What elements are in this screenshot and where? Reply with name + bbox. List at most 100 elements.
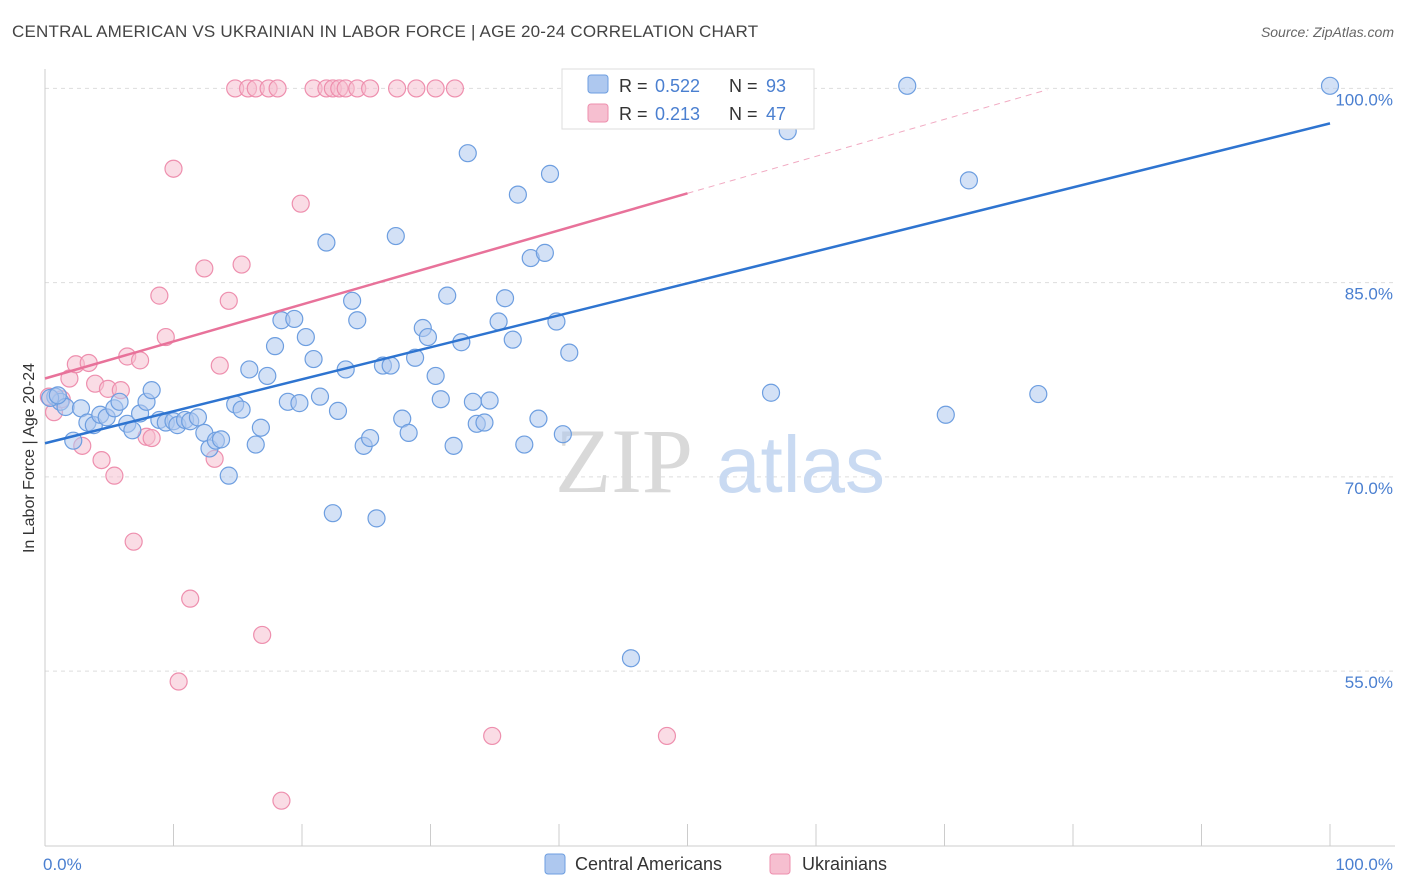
ukrainians-point-47	[657, 726, 677, 746]
stats-n-value-2: 47	[766, 104, 786, 124]
x-tick-label-100: 100.0%	[1335, 855, 1393, 874]
ukrainians-point-43	[407, 79, 426, 98]
central-americans-point-79	[553, 425, 572, 444]
central-americans-point-87	[936, 405, 955, 424]
central-americans-point-62	[444, 436, 463, 455]
y-tick-labels: 55.0% 70.0% 85.0% 100.0%	[1335, 90, 1393, 692]
central-americans-point-67	[475, 413, 494, 432]
ukrainians-point-22	[195, 259, 214, 278]
stats-swatch-ukrainians	[587, 103, 609, 123]
stats-n-label-1: N =	[729, 76, 758, 96]
central-americans-point-27	[219, 466, 238, 485]
ukrainians-point-30	[253, 625, 272, 645]
central-americans-point-60	[431, 390, 450, 409]
ukrainians-point-45	[445, 79, 465, 98]
central-americans-point-26	[211, 430, 231, 449]
central-americans-point-81	[621, 649, 641, 668]
ukrainians-point-27	[232, 255, 251, 274]
central-americans-point-41	[310, 387, 330, 406]
legend-label-ukrainians: Ukrainians	[802, 854, 887, 874]
ukrainians-point-44	[426, 79, 445, 98]
central-americans-point-75	[529, 409, 548, 428]
ukrainians-point-13	[124, 532, 143, 551]
central-americans-point-12	[123, 421, 142, 440]
central-americans-point-90	[1320, 76, 1340, 95]
y-tick-label-55: 55.0%	[1345, 673, 1393, 692]
ukrainians-point-34	[291, 194, 310, 213]
ukrainians-point-32	[268, 79, 287, 98]
stats-r-label-1: R =	[619, 76, 648, 96]
central-americans-point-10	[110, 392, 129, 411]
central-americans-point-37	[285, 309, 304, 329]
central-americans-point-84	[761, 383, 781, 402]
central-americans-point-38	[290, 394, 309, 413]
stats-swatch-central-americans	[587, 74, 609, 94]
ukrainians-point-24	[210, 356, 229, 375]
central-americans-point-29	[232, 400, 251, 419]
central-americans-point-49	[361, 428, 380, 448]
central-americans-point-92	[48, 386, 67, 405]
watermark-atlas: atlas	[716, 420, 885, 509]
central-americans-point-56	[405, 348, 425, 367]
y-tick-label-85: 85.0%	[1345, 285, 1393, 304]
central-americans-point-40	[304, 349, 323, 369]
central-americans-point-47	[348, 311, 367, 330]
central-americans-point-59	[426, 366, 445, 386]
axes	[44, 69, 1395, 847]
ukrainians-point-25	[219, 291, 238, 310]
central-americans-point-73	[515, 435, 534, 454]
central-americans-point-58	[418, 327, 438, 347]
ukrainians-point-21	[181, 589, 200, 608]
legend-swatch-ukrainians	[769, 853, 791, 875]
chart-title: CENTRAL AMERICAN VS UKRAINIAN IN LABOR F…	[12, 22, 759, 41]
trend-lines	[44, 89, 1331, 445]
central-americans-point-43	[323, 504, 342, 523]
stats-box: R = 0.522 N = 93 R = 0.213 N = 47	[561, 68, 815, 130]
ukrainians-point-14	[130, 351, 150, 370]
central-americans-point-77	[540, 164, 560, 183]
central-americans-point-86	[898, 76, 917, 95]
legend: Central Americans Ukrainians	[544, 853, 887, 875]
ukrainians-point-20	[169, 672, 188, 691]
central-americans-point-61	[438, 286, 457, 305]
stats-n-value-1: 93	[766, 76, 786, 96]
ukrainians-point-19	[164, 159, 183, 178]
ukrainians-trend-extension	[687, 89, 1048, 194]
legend-label-central-americans: Central Americans	[575, 854, 722, 874]
central-americans-point-30	[240, 360, 259, 379]
central-americans-point-88	[959, 171, 979, 190]
ukrainians-point-46	[483, 726, 502, 746]
central-americans-point-55	[399, 423, 418, 442]
central-americans-point-80	[560, 343, 579, 362]
ukrainians-point-17	[150, 286, 169, 305]
ukrainians-point-33	[272, 791, 291, 810]
central-americans-point-69	[489, 312, 508, 331]
central-americans-point-76	[535, 243, 554, 262]
stats-r-label-2: R =	[619, 104, 648, 124]
central-americans-point-89	[1029, 384, 1048, 404]
stats-r-value-1: 0.522	[655, 76, 700, 96]
central-americans-trend-line	[44, 122, 1331, 445]
ukrainians-point-42	[387, 79, 407, 98]
central-americans-point-44	[328, 401, 348, 420]
ukrainians-point-41	[361, 79, 380, 98]
watermark-zip: ZIP	[555, 410, 693, 512]
central-americans-point-31	[246, 435, 265, 454]
legend-swatch-central-americans	[544, 853, 566, 875]
ukrainians-point-8	[92, 450, 111, 470]
watermark: ZIP atlas	[555, 410, 885, 512]
central-americans-point-22	[188, 408, 208, 427]
central-americans-point-50	[367, 509, 386, 528]
central-americans-point-34	[265, 337, 285, 356]
central-americans-point-46	[343, 291, 362, 310]
central-americans-point-72	[508, 185, 527, 204]
central-americans-point-53	[386, 226, 405, 246]
stats-r-value-2: 0.213	[655, 104, 700, 124]
ukrainians-point-16	[142, 428, 161, 448]
central-americans-point-70	[495, 289, 515, 308]
x-tick-label-0: 0.0%	[43, 855, 82, 874]
central-americans-point-39	[296, 327, 315, 347]
central-americans-point-33	[258, 366, 277, 386]
central-americans-point-64	[458, 144, 477, 163]
